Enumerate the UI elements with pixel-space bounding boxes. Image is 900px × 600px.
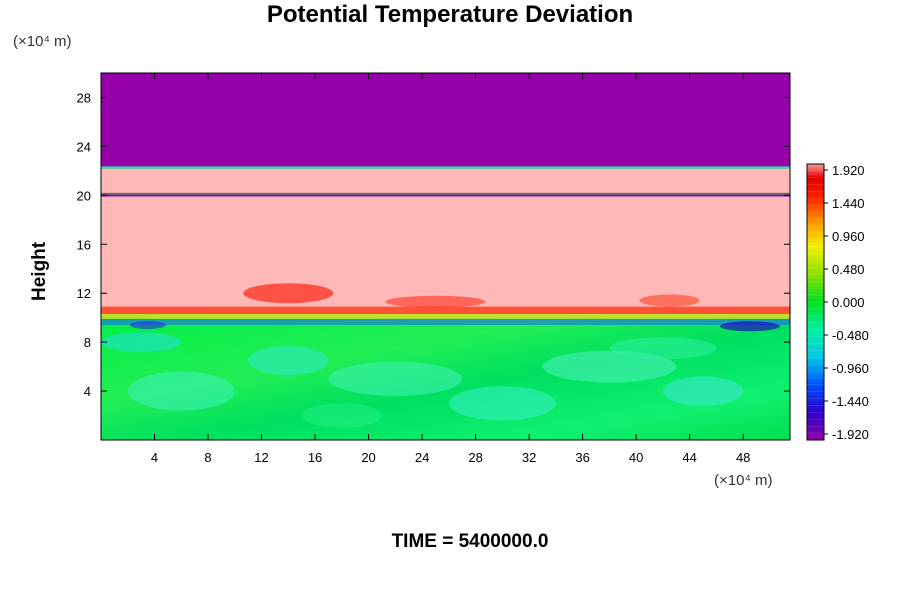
heatmap-layer [101, 167, 790, 193]
x-tick-label: 40 [629, 450, 643, 465]
time-label: TIME = 5400000.0 [391, 531, 549, 552]
plot-frame [100, 72, 791, 441]
colorbar-tick-label: -1.920 [832, 427, 869, 442]
colorbar-tick-label: 1.440 [832, 196, 865, 211]
x-tick-label: 8 [204, 450, 211, 465]
x-tick-label: 44 [682, 450, 696, 465]
turbulence-texture [101, 332, 744, 428]
heatmap-layer [101, 196, 790, 314]
chart-title: Potential Temperature Deviation [266, 1, 634, 28]
x-tick-label: 36 [575, 450, 589, 465]
colorbar-tick-label: -0.960 [832, 361, 869, 376]
x-tick-label: 20 [361, 450, 375, 465]
y-tick-label: 16 [77, 237, 91, 252]
x-tick-label: 4 [151, 450, 158, 465]
y-tick-label: 12 [77, 286, 91, 301]
x-tick-label: 12 [254, 450, 268, 465]
colorbar-tick-label: 1.920 [832, 163, 865, 178]
x-axis-unit: (×10⁴ m) [714, 472, 773, 489]
y-tick-label: 28 [77, 90, 91, 105]
x-tick-label: 16 [308, 450, 322, 465]
x-tick-label: 32 [522, 450, 536, 465]
y-axis-unit: (×10⁴ m) [13, 33, 72, 50]
colorbar-tick-label: -0.480 [832, 328, 869, 343]
y-tick-label: 20 [77, 188, 91, 203]
colorbar-tick-label: -1.440 [832, 394, 869, 409]
heatmap-layer [101, 73, 790, 168]
colorbar-tick-label: 0.000 [832, 295, 865, 310]
colorbar-tick-label: 0.960 [832, 229, 865, 244]
x-tick-label: 24 [415, 450, 429, 465]
y-tick-label: 24 [77, 139, 91, 154]
y-tick-label: 4 [84, 384, 91, 399]
interface-band [101, 165, 790, 332]
x-tick-label: 48 [736, 450, 750, 465]
y-tick-label: 8 [84, 335, 91, 350]
x-tick-label: 28 [468, 450, 482, 465]
colorbar-tick-label: 0.480 [832, 262, 865, 277]
